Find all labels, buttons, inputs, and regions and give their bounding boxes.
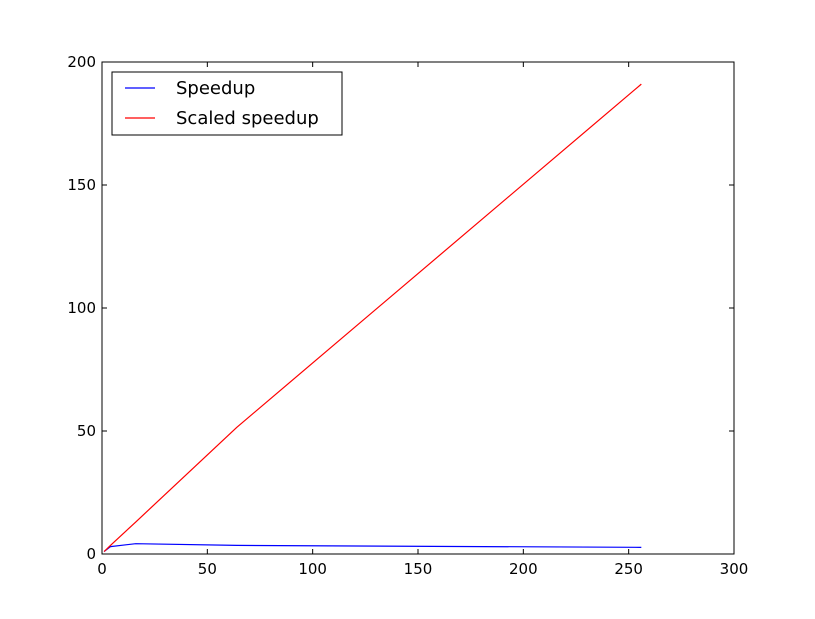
legend-box — [111, 71, 343, 136]
x-tick-label: 250 — [614, 560, 643, 578]
y-tick-label: 0 — [86, 545, 96, 563]
axes-layer: 0 50 100 150 200 250 300 0 50 100 150 200 — [67, 53, 748, 578]
y-tick-label: 100 — [67, 299, 96, 317]
series-line-0 — [103, 543, 642, 553]
x-tick-label: 300 — [720, 560, 749, 578]
legend: Speedup Scaled speedup — [111, 71, 343, 136]
x-tick-label: 100 — [298, 560, 327, 578]
x-tick-label: 200 — [509, 560, 538, 578]
series-layer — [103, 83, 642, 553]
x-tick-label: 150 — [404, 560, 433, 578]
x-tick-label: 50 — [198, 560, 217, 578]
y-tick-label: 150 — [67, 176, 96, 194]
x-tick-label: 0 — [97, 560, 107, 578]
plot-frame — [101, 61, 735, 555]
legend-label-1: Scaled speedup — [176, 108, 319, 129]
y-tick-label: 50 — [77, 422, 96, 440]
legend-label-0: Speedup — [176, 78, 255, 99]
y-tick-label: 200 — [67, 53, 96, 71]
series-line-1 — [103, 83, 642, 552]
